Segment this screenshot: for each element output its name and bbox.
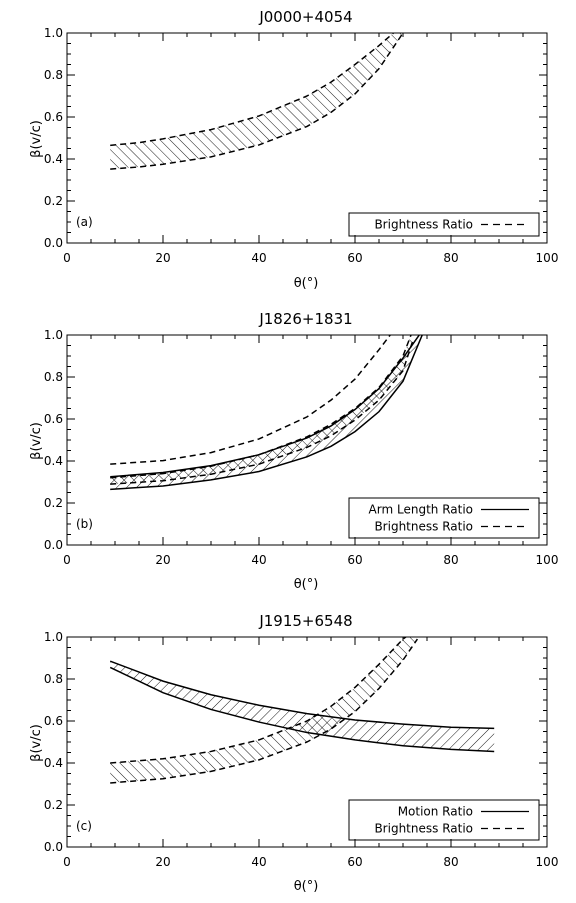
x-tick-label: 0 [63, 251, 71, 265]
series-line [110, 335, 392, 465]
x-tick-labels: 0 20 40 60 80 100 [63, 855, 558, 869]
y-tick-label: 0.4 [44, 152, 63, 166]
y-tick-label: 1.0 [44, 328, 63, 342]
band-lower-edge [110, 33, 404, 170]
band-lower-edge [110, 638, 419, 784]
x-tick-label: 20 [155, 855, 170, 869]
y-tick-label: 0.0 [44, 538, 63, 552]
legend: Brightness Ratio [348, 212, 540, 237]
x-tick-label: 40 [251, 855, 266, 869]
x-tick-label: 100 [536, 855, 559, 869]
x-tick-label: 60 [347, 553, 362, 567]
legend-label: Brightness Ratio [374, 218, 473, 232]
panel-title: J1826+1831 [258, 310, 352, 328]
y-tick-label: 0.8 [44, 672, 63, 686]
y-tick-label: 1.0 [44, 26, 63, 40]
legend-label: Brightness Ratio [374, 520, 473, 534]
y-tick-label: 0.0 [44, 840, 63, 854]
y-tick-label: 0.6 [44, 110, 63, 124]
legend-label: Motion Ratio [398, 805, 473, 819]
y-tick-labels: 0.0 0.2 0.4 0.6 0.8 1.0 [44, 26, 63, 250]
panel-title: J1915+6548 [258, 612, 352, 630]
y-axis-label: β(v/c) [29, 724, 44, 762]
y-tick-label: 0.0 [44, 236, 63, 250]
y-tick-label: 0.4 [44, 756, 63, 770]
panel-label: (b) [76, 517, 93, 531]
x-axis-label: θ(°) [294, 879, 319, 894]
y-axis-label: β(v/c) [29, 120, 44, 158]
x-tick-label: 100 [536, 251, 559, 265]
band-upper-edge [110, 637, 408, 764]
x-tick-labels: 0 20 40 60 80 100 [63, 251, 558, 265]
y-tick-label: 0.4 [44, 454, 63, 468]
legend-label: Brightness Ratio [374, 822, 473, 836]
band-hatch [110, 335, 423, 490]
x-tick-label: 40 [251, 251, 266, 265]
y-tick-labels: 0.0 0.2 0.4 0.6 0.8 1.0 [44, 328, 63, 552]
x-axis-label: θ(°) [294, 577, 319, 592]
y-tick-label: 0.2 [44, 194, 63, 208]
x-tick-labels: 0 20 40 60 80 100 [63, 553, 558, 567]
plot-frame [66, 32, 548, 244]
legend-box [348, 497, 540, 539]
y-tick-label: 0.2 [44, 496, 63, 510]
x-tick-label: 80 [443, 251, 458, 265]
legend-box [348, 799, 540, 841]
x-tick-label: 60 [347, 251, 362, 265]
panel-a: J0000+4054 (a) θ(°) β(v/c) 0 20 40 60 80… [29, 8, 558, 291]
legend: Motion Ratio Brightness Ratio [348, 799, 540, 841]
panel-title: J0000+4054 [258, 8, 352, 26]
plot-area [109, 637, 495, 784]
x-tick-label: 60 [347, 855, 362, 869]
y-tick-label: 0.2 [44, 798, 63, 812]
x-tick-label: 0 [63, 553, 71, 567]
band-lower-edge [110, 341, 414, 485]
panel-b: J1826+1831 (b) θ(°) β(v/c) 0 20 40 60 80… [29, 310, 558, 592]
y-tick-label: 0.8 [44, 370, 63, 384]
y-axis-label: β(v/c) [29, 422, 44, 460]
x-tick-label: 40 [251, 553, 266, 567]
plot-area [110, 33, 404, 170]
legend: Arm Length Ratio Brightness Ratio [348, 497, 540, 539]
band-hatch [110, 661, 495, 752]
x-tick-label: 80 [443, 855, 458, 869]
x-tick-label: 0 [63, 855, 71, 869]
x-tick-label: 100 [536, 553, 559, 567]
x-tick-label: 80 [443, 553, 458, 567]
panel-label: (c) [76, 819, 92, 833]
x-tick-label: 20 [155, 553, 170, 567]
band-lower-edge [110, 335, 423, 491]
y-tick-label: 0.8 [44, 68, 63, 82]
legend-box [348, 212, 540, 237]
x-tick-label: 20 [155, 251, 170, 265]
panel-c: J1915+6548 (c) θ(°) β(v/c) 0 20 40 60 80… [29, 612, 558, 894]
band-upper-edge [110, 335, 412, 479]
y-tick-labels: 0.0 0.2 0.4 0.6 0.8 1.0 [44, 630, 63, 854]
band-upper-edge [109, 660, 495, 730]
legend-label: Arm Length Ratio [369, 503, 473, 517]
band-upper-edge [110, 33, 395, 147]
plot-area [110, 335, 423, 491]
y-tick-label: 0.6 [44, 714, 63, 728]
x-axis-label: θ(°) [294, 276, 319, 291]
band-hatch [110, 33, 403, 170]
y-tick-label: 0.6 [44, 412, 63, 426]
y-tick-label: 1.0 [44, 630, 63, 644]
panel-label: (a) [76, 215, 93, 229]
